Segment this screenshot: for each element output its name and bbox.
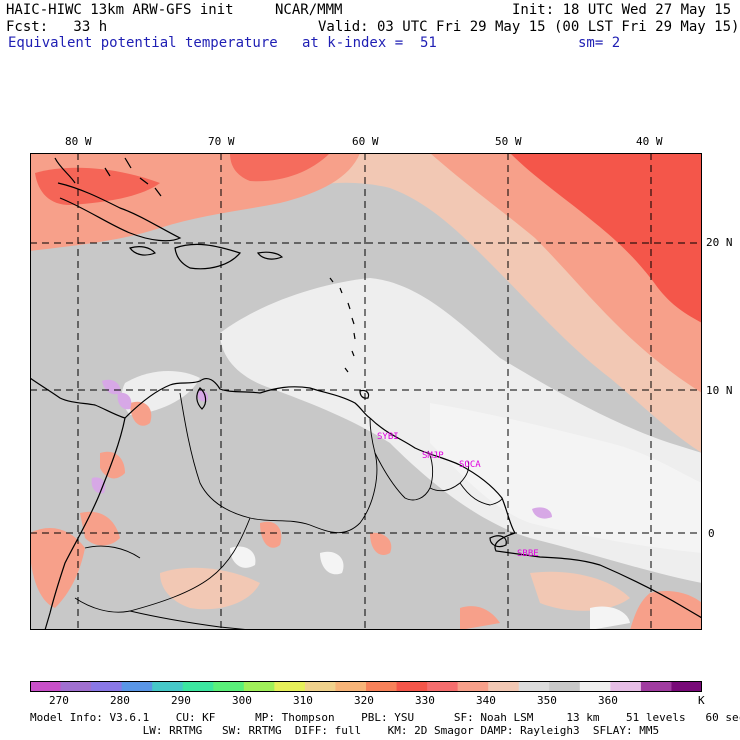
colorbar-swatch — [610, 681, 642, 692]
colorbar-swatch — [213, 681, 245, 692]
colorbar-swatch — [60, 681, 92, 692]
station-label-sybi: SYBI — [377, 432, 399, 442]
colorbar-label-340: 340 — [476, 694, 496, 707]
field-lavender — [91, 379, 552, 519]
colorbar-swatch — [579, 681, 611, 692]
colorbar-label-330: 330 — [415, 694, 435, 707]
colorbar-swatch — [30, 681, 62, 692]
colorbar-swatch — [549, 681, 581, 692]
colorbar — [30, 681, 702, 692]
field-level: at k-index = 51 — [302, 35, 437, 51]
field-red-northeast — [510, 153, 702, 323]
field-name: Equivalent potential temperature — [8, 35, 278, 51]
colorbar-label-270: 270 — [49, 694, 69, 707]
header-org: NCAR/MMM — [275, 2, 343, 18]
lat-label-10n: 10 N — [706, 384, 733, 397]
station-label-soca: SOCA — [459, 460, 481, 470]
colorbar-swatch — [182, 681, 214, 692]
weather-map — [30, 153, 702, 630]
colorbar-swatch — [640, 681, 672, 692]
colorbar-swatch — [671, 681, 702, 692]
model-info-line2: LW: RRTMG SW: RRTMG DIFF: full KM: 2D Sm… — [30, 724, 660, 737]
lon-label-50w: 50 W — [495, 135, 522, 148]
graticule — [30, 153, 702, 630]
colorbar-swatch — [396, 681, 428, 692]
colorbar-label-300: 300 — [232, 694, 252, 707]
lon-label-40w: 40 W — [636, 135, 663, 148]
colorbar-label-360: 360 — [598, 694, 618, 707]
station-label-smjp: SMJP — [422, 451, 444, 461]
colorbar-unit: K — [698, 694, 705, 707]
colorbar-label-320: 320 — [354, 694, 374, 707]
colorbar-swatch — [457, 681, 489, 692]
header-title: HAIC-HIWC 13km ARW-GFS init — [6, 2, 234, 18]
colorbar-label-280: 280 — [110, 694, 130, 707]
header-forecast-hour: Fcst: 33 h — [6, 19, 108, 35]
colorbar-swatch — [121, 681, 153, 692]
lon-label-60w: 60 W — [352, 135, 379, 148]
colorbar-swatch — [488, 681, 520, 692]
colorbar-swatch — [427, 681, 459, 692]
model-info-line1: Model Info: V3.6.1 CU: KF MP: Thompson P… — [30, 711, 740, 724]
header-valid-time: Valid: 03 UTC Fri 29 May 15 (00 LST Fri … — [318, 19, 740, 35]
colorbar-label-290: 290 — [171, 694, 191, 707]
colorbar-swatch — [304, 681, 336, 692]
station-label-sbbe: SBBE — [517, 549, 539, 559]
coastlines — [30, 157, 702, 630]
colorbar-label-310: 310 — [293, 694, 313, 707]
field-smoothing: sm= 2 — [578, 35, 621, 51]
colorbar-swatch — [518, 681, 550, 692]
colorbar-label-350: 350 — [537, 694, 557, 707]
lat-label-20n: 20 N — [706, 236, 733, 249]
header-init-time: Init: 18 UTC Wed 27 May 15 — [512, 2, 732, 18]
lon-label-80w: 80 W — [65, 135, 92, 148]
lat-label-equator: 0 — [708, 527, 715, 540]
colorbar-swatch — [152, 681, 184, 692]
colorbar-swatch — [243, 681, 275, 692]
colorbar-swatch — [335, 681, 367, 692]
colorbar-swatch — [366, 681, 398, 692]
lon-label-70w: 70 W — [208, 135, 235, 148]
field-red-caribbean — [35, 167, 160, 205]
political-borders — [74, 392, 503, 630]
colorbar-swatch — [274, 681, 306, 692]
colorbar-swatch — [91, 681, 123, 692]
